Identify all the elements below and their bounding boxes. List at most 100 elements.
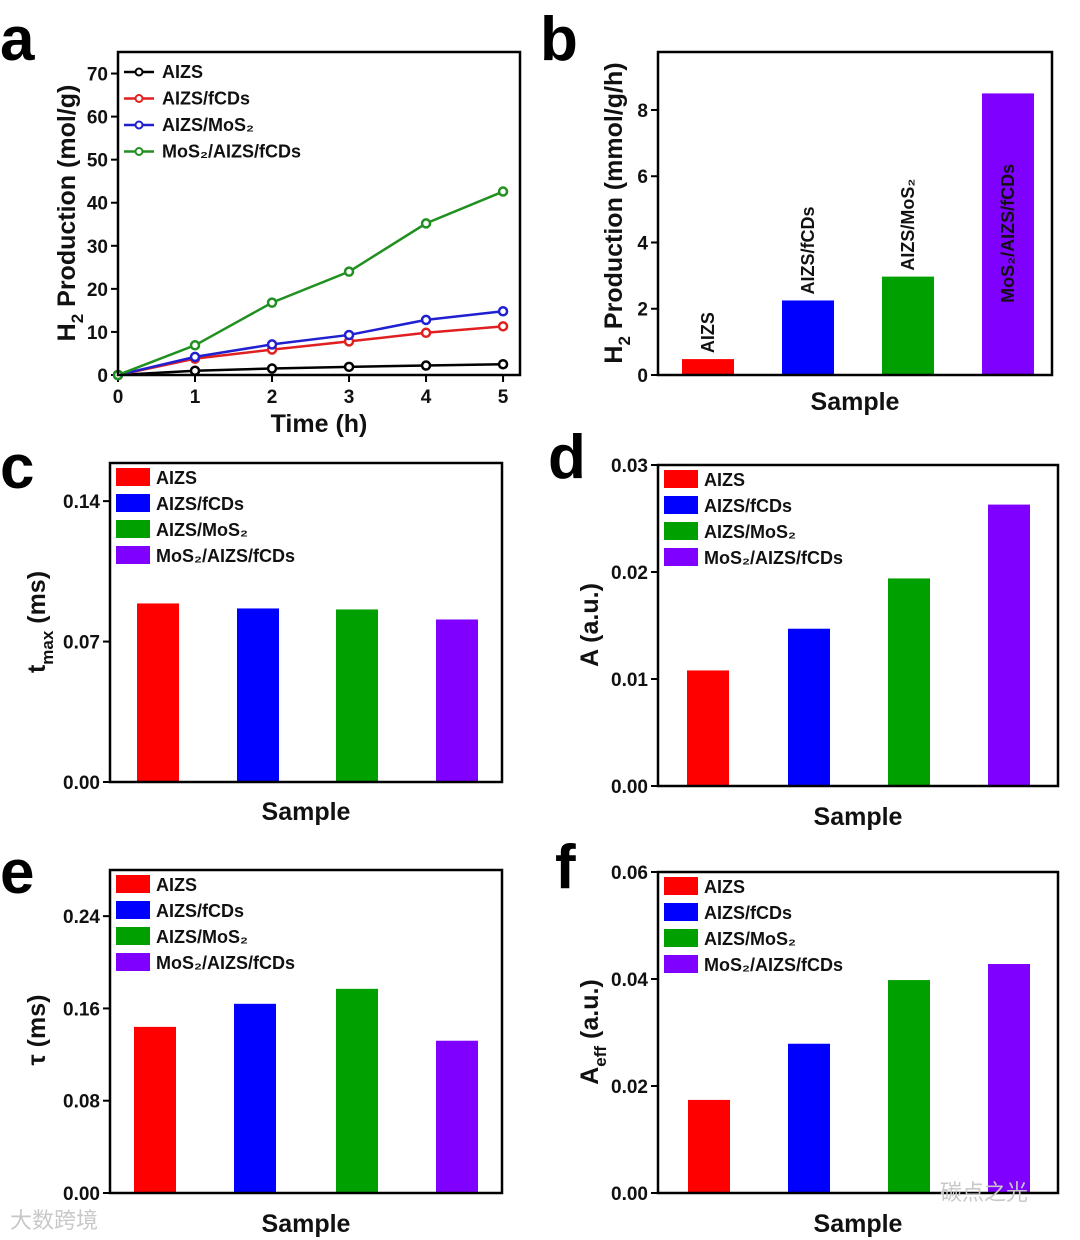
y-tick-label: 20 <box>87 280 108 301</box>
data-point <box>266 363 278 374</box>
legend-swatch <box>664 548 698 566</box>
plot-frame <box>656 50 1054 377</box>
plot-frame <box>108 868 504 1195</box>
data-point <box>420 327 432 339</box>
legend-marker <box>134 94 144 103</box>
legend-swatch <box>664 496 698 514</box>
x-axis-label: Time (h) <box>271 410 368 438</box>
bar-label: MoS₂/AIZS/fCDs <box>998 164 1018 303</box>
y-tick-label: 10 <box>87 323 108 344</box>
legend-label: MoS₂/AIZS/fCDs <box>156 953 295 973</box>
data-point <box>497 306 509 317</box>
plot-frame <box>108 461 504 784</box>
panel-label: a <box>0 5 35 74</box>
legend-marker <box>134 67 144 77</box>
y-tick-label: 4 <box>637 233 648 254</box>
bar <box>688 1099 730 1193</box>
legend-label: AIZS <box>156 875 197 895</box>
bar <box>234 1003 276 1193</box>
y-tick-label: 0.00 <box>611 1184 648 1205</box>
plot-frame <box>656 463 1060 788</box>
y-tick-label: 30 <box>87 237 108 258</box>
x-axis-label: Sample <box>811 388 900 416</box>
panel-label: e <box>0 838 34 907</box>
y-tick-label: 0.07 <box>63 633 100 654</box>
data-point <box>420 314 432 326</box>
y-axis-label: Aeff (a.u.) <box>576 979 610 1085</box>
bar <box>134 1026 176 1193</box>
y-tick-label: 0.06 <box>611 863 648 884</box>
bar <box>988 964 1030 1193</box>
y-tick-label: 70 <box>87 65 108 86</box>
legend-swatch <box>116 901 150 919</box>
x-axis-label: Sample <box>262 798 351 826</box>
y-tick-label: 0.00 <box>63 773 100 794</box>
series-line <box>117 310 504 377</box>
y-tick-label: 6 <box>637 167 648 188</box>
y-tick-label: 0.01 <box>611 670 648 691</box>
panel-label: c <box>0 433 34 502</box>
legend-marker <box>134 120 144 130</box>
data-point <box>420 360 432 371</box>
bar <box>982 93 1034 376</box>
legend-label: AIZS/MoS₂ <box>704 522 796 542</box>
legend-label: AIZS/fCDs <box>156 494 244 514</box>
bar <box>882 276 934 375</box>
plot-frame <box>116 50 522 377</box>
bar <box>137 603 179 782</box>
bar <box>682 359 734 375</box>
legend-swatch <box>116 494 150 512</box>
legend-label: AIZS/fCDs <box>704 496 792 516</box>
legend-swatch <box>664 929 698 947</box>
legend-swatch <box>664 877 698 895</box>
x-tick-label: 3 <box>344 387 355 408</box>
legend-label: AIZS/MoS₂ <box>156 520 248 540</box>
legend-label: AIZS/fCDs <box>156 901 244 921</box>
data-point <box>189 340 201 351</box>
panel-f: f 0.00 0.02 0.04 0.06 Aeff (a.u.) Sample AIZS AI… <box>555 833 1060 1238</box>
x-axis-label: Sample <box>814 1210 903 1238</box>
series-line <box>117 325 504 377</box>
bar <box>888 980 930 1193</box>
y-tick-label: 0 <box>97 366 108 387</box>
data-point <box>497 358 509 370</box>
watermark-right: 碳点之光 <box>940 1180 1028 1205</box>
x-tick-label: 5 <box>498 387 509 408</box>
legend-swatch <box>116 953 150 971</box>
legend-label: AIZS <box>704 470 745 490</box>
legend-label: AIZS/MoS₂ <box>162 115 254 135</box>
y-tick-label: 0.03 <box>611 456 648 477</box>
legend-swatch <box>664 522 698 540</box>
panel-d: d 0.00 0.01 0.02 0.03 A (a.u.) Sample AIZS AIZS/… <box>548 423 1060 831</box>
data-point <box>343 329 355 341</box>
bar <box>436 1040 478 1193</box>
legend-label: AIZS <box>704 877 745 897</box>
bar <box>788 1043 830 1193</box>
legend-label: AIZS/fCDs <box>162 89 250 109</box>
x-tick-label: 4 <box>421 387 432 408</box>
y-tick-label: 0.08 <box>63 1092 100 1113</box>
bar <box>782 300 834 375</box>
plot-frame <box>656 870 1060 1195</box>
data-point <box>189 351 201 363</box>
panel-c: c 0.00 0.07 0.14 tmax (ms) Sample AIZS AIZS/fCD… <box>0 433 504 826</box>
panel-b: b 0 2 4 6 8H2 Production (mmol/g/h) Sample AIZS… <box>540 5 1054 416</box>
y-tick-label: 0.02 <box>611 563 648 584</box>
y-tick-label: 0.24 <box>63 907 100 928</box>
legend-label: AIZS <box>162 62 203 82</box>
panel-label: b <box>540 5 578 74</box>
bar-label: AIZS/MoS₂ <box>898 179 918 271</box>
legend-label: MoS₂/AIZS/fCDs <box>156 546 295 566</box>
data-point <box>266 339 278 350</box>
data-point <box>266 297 278 308</box>
data-point <box>189 365 201 376</box>
data-point <box>343 266 355 277</box>
y-axis-label: τ (ms) <box>23 995 51 1066</box>
legend-label: AIZS/MoS₂ <box>156 927 248 947</box>
x-axis-label: Sample <box>814 803 903 831</box>
y-tick-label: 0 <box>637 366 648 387</box>
y-axis-label: H2 Production (mmol/g/h) <box>600 62 634 363</box>
legend-label: AIZS/MoS₂ <box>704 929 796 949</box>
legend-swatch <box>664 955 698 973</box>
